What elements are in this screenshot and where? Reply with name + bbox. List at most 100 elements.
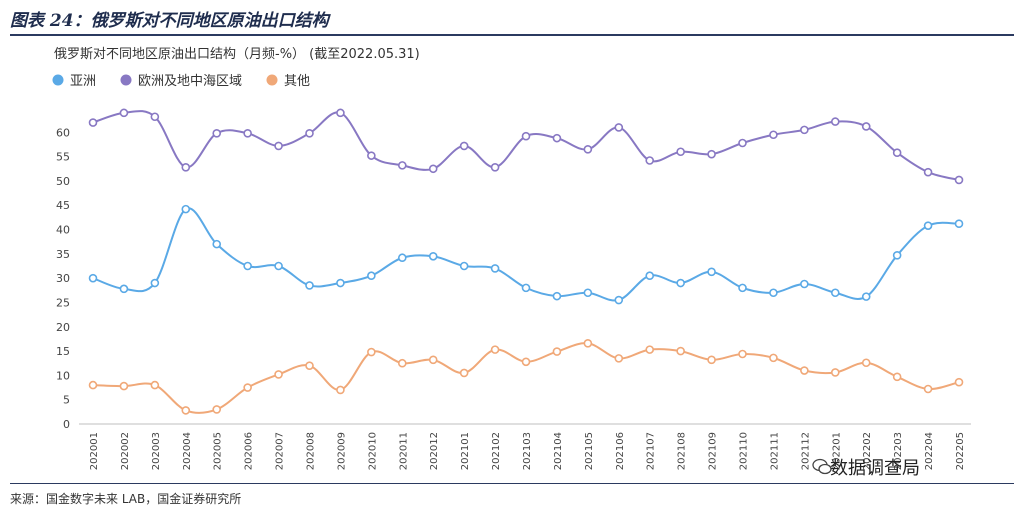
data-point [150,278,160,288]
data-point [614,295,624,305]
x-tick-label: 202111 [769,432,780,470]
data-point [336,385,345,395]
data-point [861,122,871,131]
x-tick-label: 202204 [924,432,935,470]
data-point [738,349,747,359]
series-line [92,342,960,414]
y-tick-label: 10 [56,369,70,382]
data-point [892,372,902,382]
data-point [367,271,376,281]
x-tick-label: 202003 [151,432,162,470]
x-tick-label: 202203 [893,432,904,470]
data-point [243,128,252,138]
data-point [738,283,747,293]
data-point [336,108,345,118]
data-point [769,288,778,298]
data-point [583,338,593,348]
data-point [459,261,469,271]
data-point [521,357,531,367]
x-tick-label: 202202 [862,432,873,470]
data-point [614,354,624,363]
x-tick-label: 202002 [120,432,131,470]
data-point [614,123,624,132]
y-tick-label: 30 [56,272,70,285]
data-point [738,138,747,148]
data-point [954,377,964,387]
data-point [800,366,809,375]
y-tick-label: 50 [56,175,70,188]
data-point [861,292,871,301]
data-point [923,384,933,394]
x-tick-label: 202009 [336,432,347,470]
data-point [212,239,222,249]
data-point [800,125,809,135]
y-tick-label: 40 [56,224,70,237]
data-point [583,145,593,154]
data-point [769,353,778,363]
data-point [830,368,840,377]
x-tick-label: 202006 [244,432,255,470]
data-point [336,278,345,288]
data-point [892,148,902,158]
data-point [367,151,376,160]
data-point [397,253,407,263]
data-point [397,161,407,170]
data-point [181,163,191,172]
legend-marker [52,74,64,86]
x-tick-label: 202011 [398,432,409,470]
data-point [88,118,98,127]
data-point [150,380,160,390]
data-point [923,221,933,230]
data-point [88,380,98,390]
data-point [954,219,964,229]
y-tick-label: 45 [56,199,70,212]
data-point [645,156,655,165]
x-tick-label: 202005 [213,432,224,470]
data-point [88,273,98,283]
data-point [397,358,407,368]
y-tick-label: 15 [56,345,70,358]
data-point [490,264,500,273]
x-tick-label: 202103 [522,432,533,470]
data-point [459,368,469,378]
data-point [707,149,716,159]
data-point [243,383,252,392]
data-point [274,261,283,271]
data-point [490,345,500,354]
data-point [428,164,438,174]
data-point [552,347,562,356]
y-tick-label: 60 [56,126,70,139]
source-note: 来源：国金数字未来 LAB，国金证券研究所 [10,492,242,506]
data-point [552,291,562,301]
data-point [707,355,716,365]
data-point [583,288,593,298]
x-tick-label: 202201 [831,432,842,470]
data-point [676,278,685,288]
x-tick-label: 202108 [677,432,688,470]
chart-title: 俄罗斯对不同地区原油出口结构（月频-%） (截至2022.05.31) [54,47,420,62]
data-point [181,406,191,415]
x-tick-label: 202101 [460,432,471,470]
data-point [861,358,871,368]
wechat-icon [812,458,832,475]
y-tick-label: 20 [56,321,70,334]
title-divider [10,34,1014,36]
legend-label: 亚洲 [70,74,96,89]
x-tick-label: 202102 [491,432,502,470]
data-point [645,271,655,281]
y-tick-label: 0 [63,418,70,431]
watermark-text: 数据调查局 [830,458,920,479]
data-point [274,370,283,379]
data-point [305,128,314,138]
data-point [552,133,562,143]
data-point [428,251,438,261]
data-point [521,283,531,293]
x-tick-label: 202012 [429,432,440,470]
legend: 亚洲 欧洲及地中海区域 其他 [52,74,310,89]
x-axis: 202001 202002 202003 202004 202005 202006 2020… [79,423,971,470]
legend-marker [266,74,278,86]
legend-label: 其他 [284,74,310,89]
data-point [428,355,438,365]
y-tick-label: 35 [56,248,70,261]
